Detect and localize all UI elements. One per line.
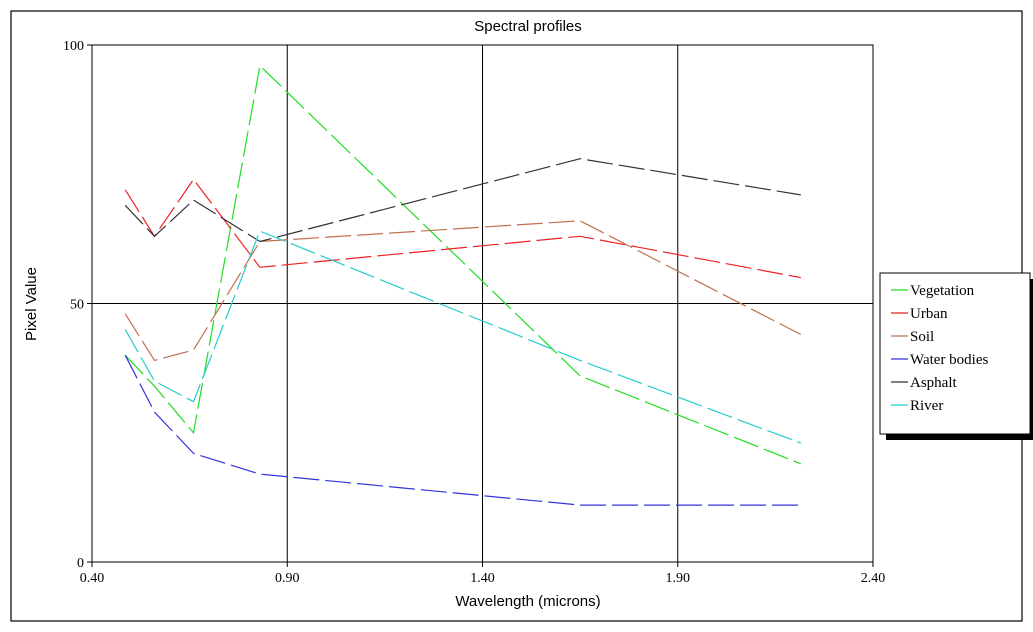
tick-labels: 0.40 0.90 1.40 1.90 2.40 0 50 100 (63, 39, 885, 586)
plot-area (91, 44, 874, 563)
series-line-urban (124, 178, 801, 279)
legend: Vegetation Urban Soil Water bodies Asphalt Ri… (879, 272, 1033, 440)
chart-title: Spectral profiles (474, 18, 582, 35)
grid (87, 44, 874, 567)
legend-label-soil: Soil (910, 329, 934, 345)
legend-box (879, 272, 1031, 435)
x-tick-label: 2.40 (861, 571, 886, 586)
legend-label-asphalt: Asphalt (910, 375, 957, 391)
x-tick-label: 0.40 (80, 571, 105, 586)
series-line-water-bodies (124, 354, 801, 506)
legend-label-water-bodies: Water bodies (910, 352, 989, 368)
series-line-asphalt (124, 158, 801, 243)
y-axis-title: Pixel Value (23, 267, 40, 341)
x-axis-title: Wavelength (microns) (455, 593, 600, 610)
x-tick-label: 1.90 (666, 571, 691, 586)
y-tick-label: 100 (63, 39, 84, 54)
legend-label-river: River (910, 398, 943, 414)
y-tick-label: 0 (77, 556, 84, 571)
legend-label-vegetation: Vegetation (910, 283, 975, 299)
series-line-soil (124, 220, 802, 362)
series-lines (124, 64, 802, 506)
x-tick-label: 0.90 (275, 571, 300, 586)
x-tick-label: 1.40 (470, 571, 495, 586)
series-line-vegetation (124, 64, 802, 465)
y-tick-label: 50 (70, 298, 84, 313)
legend-label-urban: Urban (910, 306, 948, 322)
chart-frame (10, 10, 1023, 622)
series-line-river (124, 230, 802, 444)
